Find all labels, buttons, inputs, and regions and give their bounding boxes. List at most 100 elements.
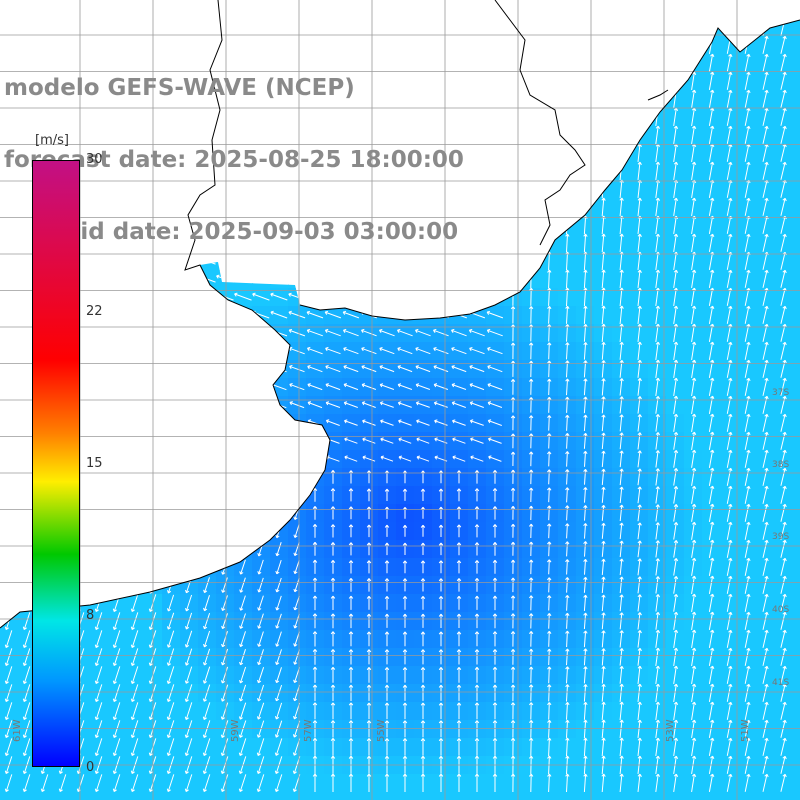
wind-arrow bbox=[637, 269, 642, 288]
wind-arrow bbox=[726, 341, 733, 360]
field-cell bbox=[108, 774, 127, 793]
field-cell bbox=[612, 342, 631, 361]
field-cell bbox=[522, 504, 541, 523]
field-cell bbox=[90, 630, 109, 649]
field-cell bbox=[756, 234, 775, 253]
wind-arrow bbox=[780, 53, 787, 72]
field-cell bbox=[540, 324, 559, 343]
field-cell bbox=[702, 198, 721, 217]
wind-arrow bbox=[601, 233, 606, 253]
field-cell bbox=[162, 666, 181, 685]
field-cell bbox=[702, 360, 721, 379]
field-cell bbox=[684, 774, 703, 793]
field-cell bbox=[756, 378, 775, 397]
field-cell bbox=[792, 126, 800, 145]
field-cell bbox=[774, 378, 793, 397]
field-cell bbox=[648, 378, 667, 397]
field-cell bbox=[594, 288, 613, 307]
wind-arrow bbox=[726, 197, 733, 216]
wind-arrow bbox=[619, 504, 624, 522]
wind-arrow bbox=[744, 503, 751, 522]
wind-arrow bbox=[324, 310, 342, 319]
field-cell bbox=[774, 252, 793, 271]
field-cell bbox=[144, 774, 163, 793]
field-cell bbox=[702, 468, 721, 487]
field-cell bbox=[774, 648, 793, 667]
wind-arrow bbox=[708, 449, 715, 468]
wind-arrow bbox=[744, 125, 751, 144]
wind-arrow bbox=[307, 383, 323, 391]
wind-arrow bbox=[547, 269, 552, 289]
field-cell bbox=[738, 360, 757, 379]
field-cell bbox=[720, 90, 739, 109]
field-cell bbox=[630, 630, 649, 649]
field-cell bbox=[666, 306, 685, 325]
wind-arrow bbox=[619, 341, 624, 360]
field-cell bbox=[234, 666, 253, 685]
field-cell bbox=[774, 198, 793, 217]
field-cell bbox=[666, 342, 685, 361]
wind-arrow bbox=[451, 401, 466, 408]
field-cell bbox=[648, 630, 667, 649]
field-cell bbox=[756, 630, 775, 649]
field-cell bbox=[90, 666, 109, 685]
wind-arrow bbox=[673, 504, 679, 522]
field-cell bbox=[594, 342, 613, 361]
field-cell bbox=[648, 756, 667, 775]
field-cell bbox=[684, 396, 703, 415]
field-cell bbox=[702, 630, 721, 649]
field-cell bbox=[774, 234, 793, 253]
field-cell bbox=[234, 594, 253, 613]
field-cell bbox=[756, 774, 775, 793]
field-cell bbox=[630, 486, 649, 505]
wind-arrow bbox=[451, 419, 466, 426]
field-cell bbox=[666, 486, 685, 505]
field-cell bbox=[288, 684, 307, 703]
field-cell bbox=[234, 720, 253, 739]
field-cell bbox=[612, 540, 631, 559]
wind-arrow bbox=[415, 383, 431, 390]
wind-arrow bbox=[708, 395, 715, 414]
field-cell bbox=[648, 324, 667, 343]
wind-arrow bbox=[397, 383, 413, 390]
field-cell bbox=[486, 792, 505, 800]
field-cell bbox=[684, 612, 703, 631]
field-cell bbox=[612, 702, 631, 721]
wind-arrow bbox=[487, 419, 502, 426]
wind-arrow bbox=[601, 341, 606, 360]
field-cell bbox=[702, 432, 721, 451]
field-cell bbox=[252, 720, 271, 739]
lat-label: 39S bbox=[772, 532, 790, 542]
wind-arrow bbox=[601, 269, 606, 289]
field-cell bbox=[720, 450, 739, 469]
wind-arrow bbox=[380, 437, 394, 444]
field-cell bbox=[720, 54, 739, 73]
wind-arrow bbox=[324, 328, 341, 337]
field-cell bbox=[522, 738, 541, 757]
field-cell bbox=[594, 594, 613, 613]
field-cell bbox=[558, 774, 577, 793]
wind-arrow bbox=[547, 469, 552, 485]
field-cell bbox=[558, 324, 577, 343]
field-cell bbox=[774, 594, 793, 613]
field-cell bbox=[630, 162, 649, 181]
field-cell bbox=[774, 144, 793, 163]
field-cell bbox=[558, 648, 577, 667]
field-cell bbox=[540, 342, 559, 361]
wind-arrow bbox=[780, 305, 787, 324]
field-cell bbox=[684, 648, 703, 667]
field-cell bbox=[180, 774, 199, 793]
field-cell bbox=[774, 288, 793, 307]
wind-arrow bbox=[780, 521, 787, 540]
field-cell bbox=[216, 612, 235, 631]
field-cell bbox=[648, 270, 667, 289]
wind-arrow bbox=[637, 396, 642, 414]
wind-arrow bbox=[637, 161, 642, 180]
field-cell bbox=[630, 684, 649, 703]
wind-arrow bbox=[708, 269, 715, 288]
wind-arrow bbox=[380, 455, 394, 462]
wind-arrow bbox=[451, 383, 467, 390]
field-cell bbox=[54, 756, 73, 775]
wind-arrow bbox=[708, 89, 715, 108]
field-cell bbox=[774, 360, 793, 379]
